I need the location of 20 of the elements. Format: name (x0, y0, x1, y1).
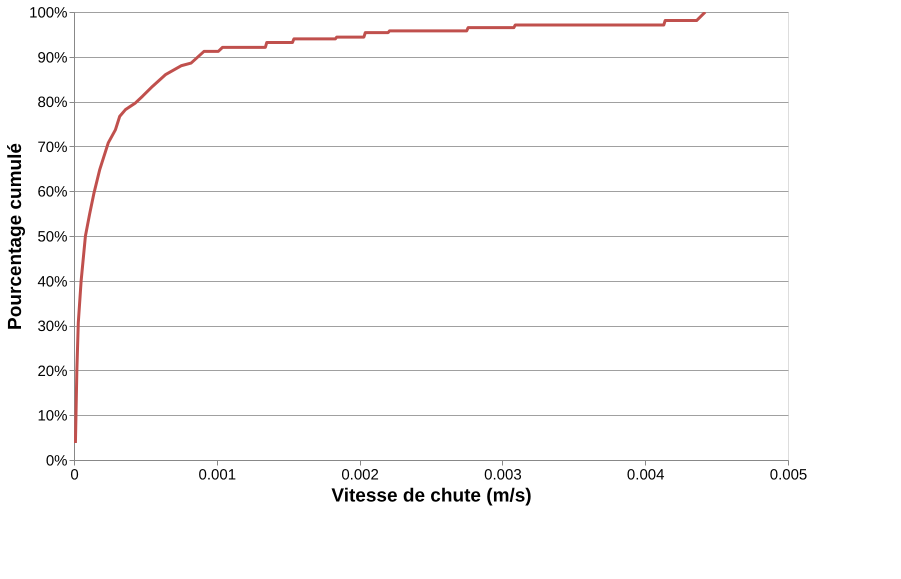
x-tick-label: 0.004 (626, 466, 664, 484)
y-tick-label: 10% (37, 408, 68, 425)
y-tick-label: 60% (37, 184, 68, 201)
y-tick-label: 90% (37, 49, 68, 66)
y-tick-label: 20% (37, 362, 68, 380)
y-tick-label: 80% (37, 94, 68, 112)
x-tick-label: 0.002 (341, 466, 379, 484)
y-tick-label: 30% (37, 318, 68, 336)
y-axis-title: Pourcentage cumulé (5, 143, 26, 330)
line-series (74, 12, 707, 444)
x-tick-label: 0.005 (770, 466, 808, 484)
y-tick-label: 50% (37, 228, 68, 246)
x-tick-label: 0 (70, 466, 79, 484)
y-tick-label: 40% (37, 273, 68, 290)
y-tick-label: 0% (46, 452, 68, 470)
y-tick-label: 100% (29, 4, 68, 22)
y-tick-label: 70% (37, 138, 68, 156)
x-tick-label: 0.001 (198, 466, 236, 484)
x-tick-label: 0.003 (484, 466, 522, 484)
x-axis-title: Vitesse de chute (m/s) (331, 486, 532, 506)
